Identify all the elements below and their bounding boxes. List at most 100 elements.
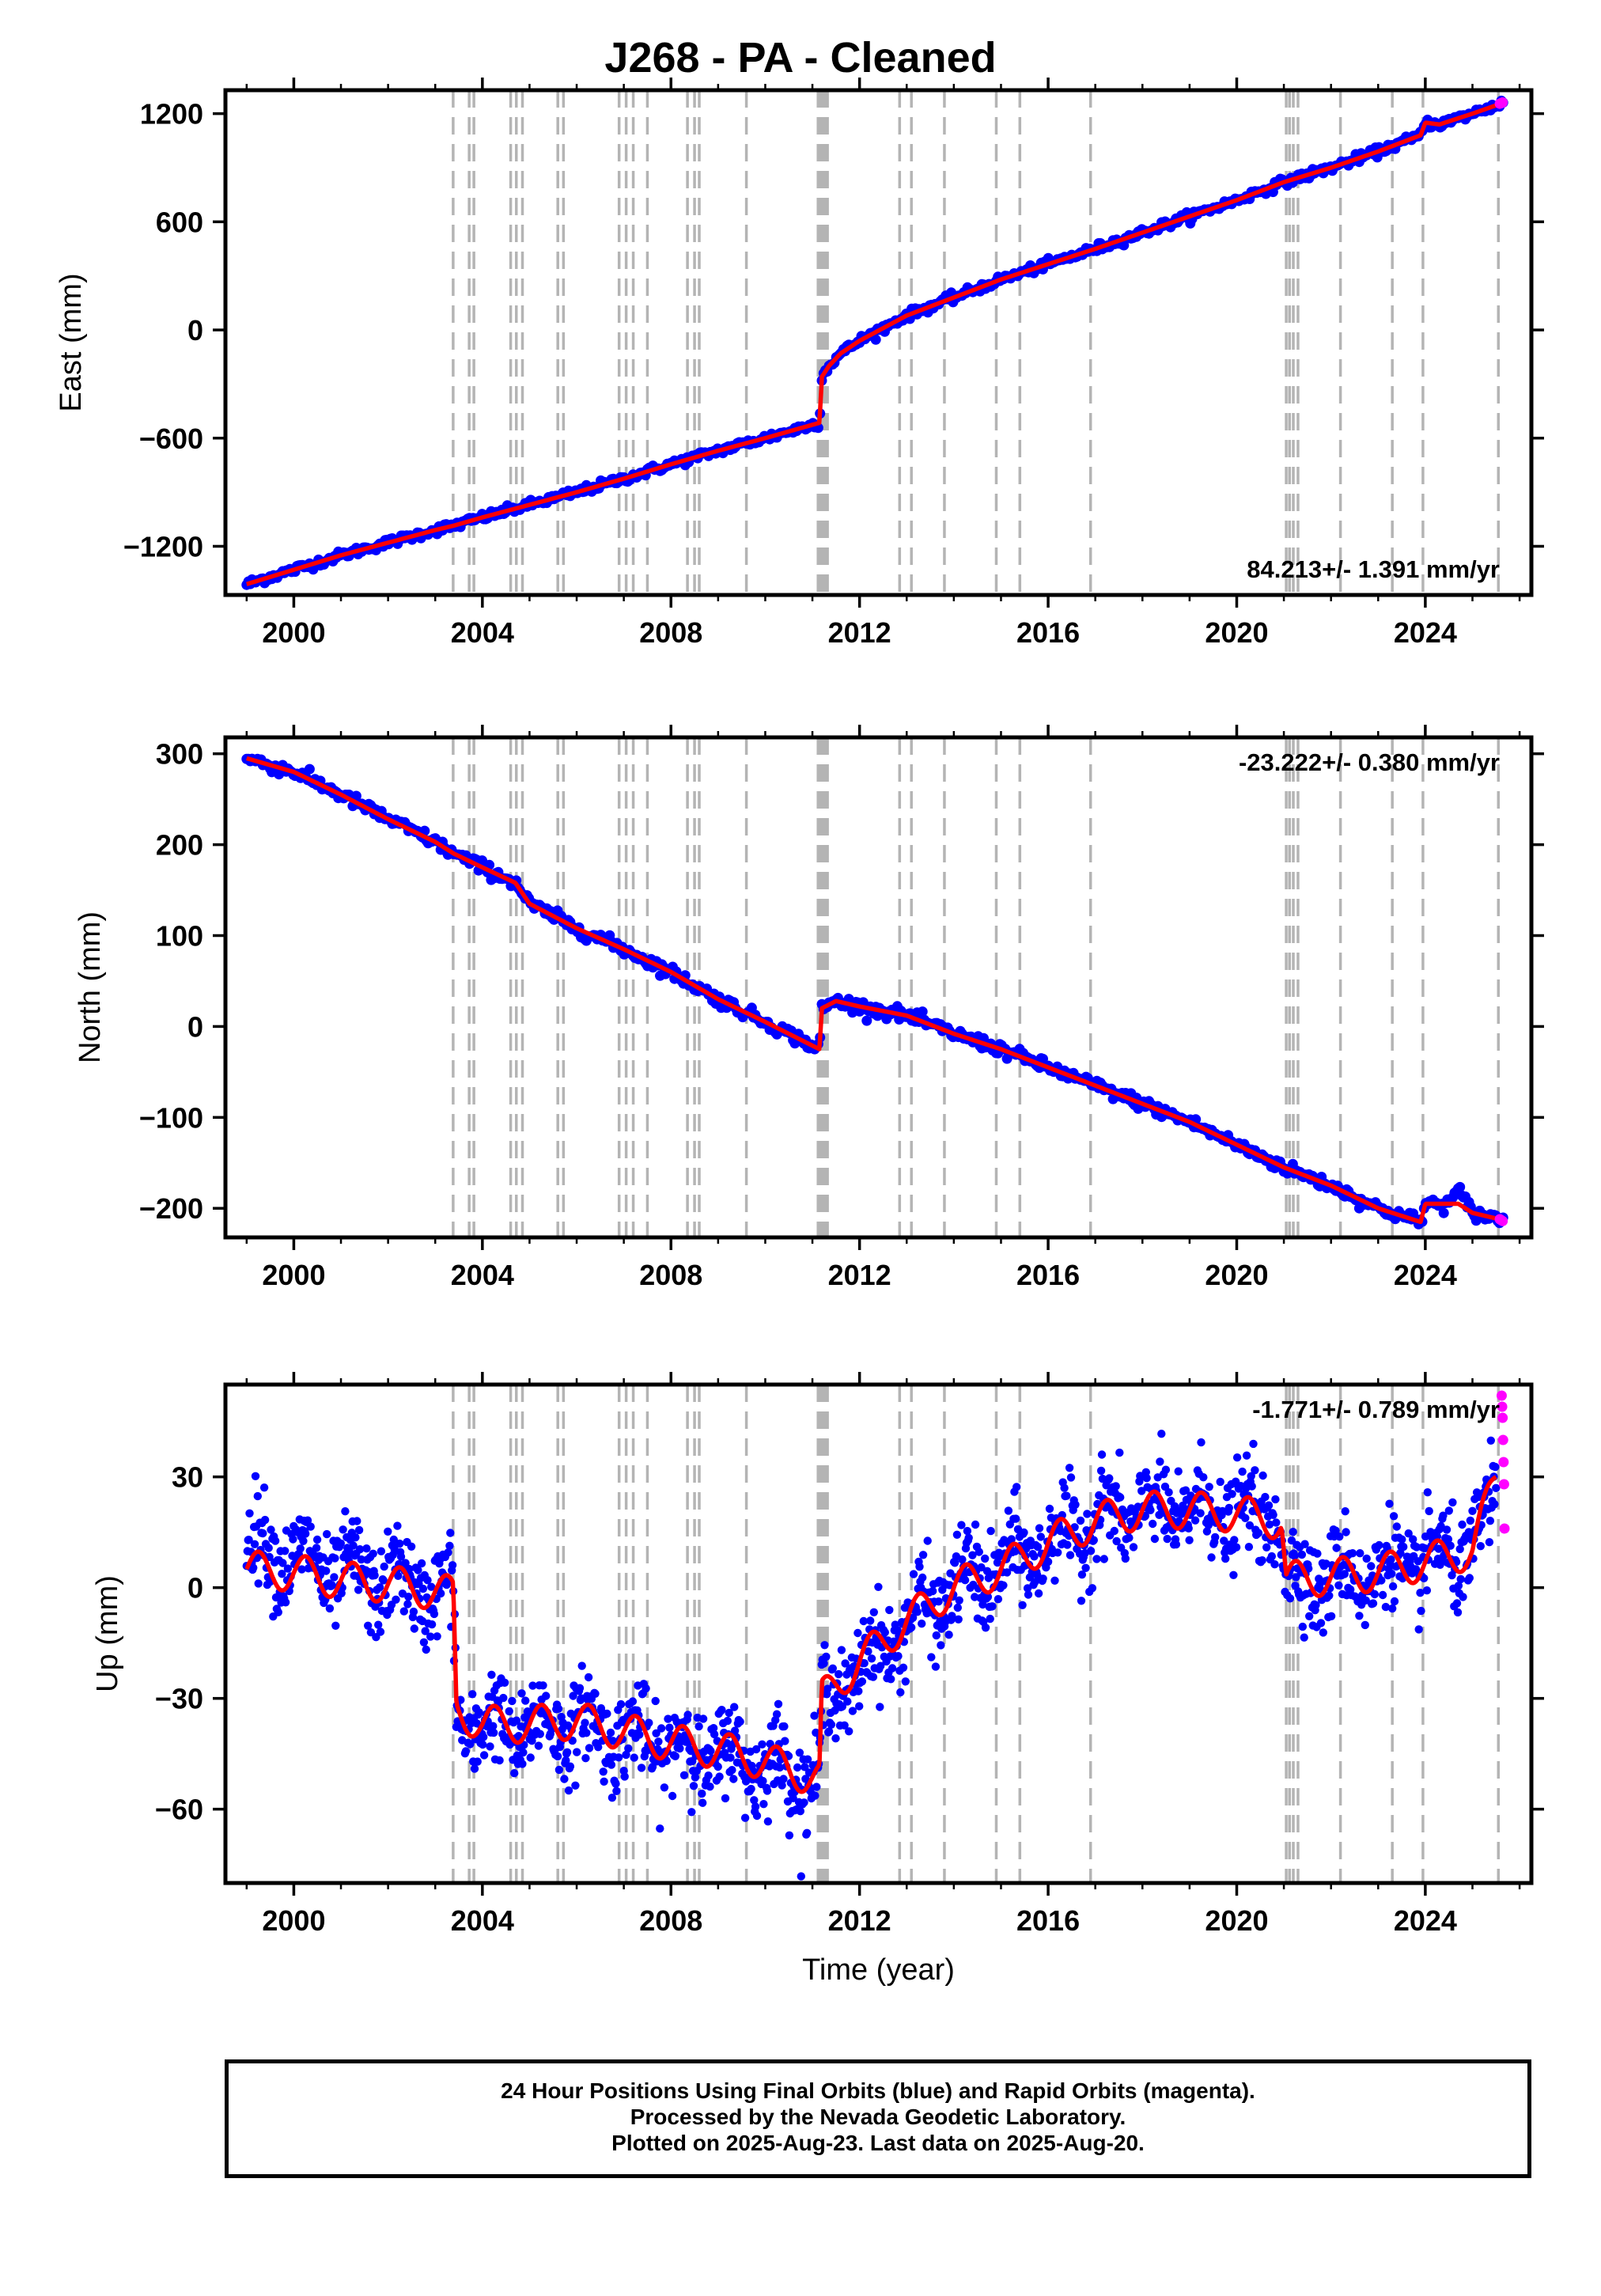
x-tick-label: 2004: [451, 1904, 514, 1937]
data-point: [1241, 1514, 1250, 1523]
x-tick-label: 2004: [451, 1259, 514, 1291]
data-point: [728, 1766, 736, 1775]
data-point: [823, 1684, 832, 1693]
data-point: [526, 1753, 535, 1762]
data-point: [1096, 1466, 1106, 1476]
data-point: [521, 1696, 530, 1705]
data-point: [645, 1718, 653, 1727]
data-point: [1229, 1570, 1238, 1580]
data-point: [1468, 1506, 1477, 1516]
data-point: [654, 1737, 663, 1746]
data-point: [1254, 1529, 1263, 1537]
y-tick-label: 300: [156, 738, 203, 771]
data-point: [479, 1751, 489, 1760]
data-point: [357, 1555, 365, 1564]
data-point: [774, 1699, 783, 1708]
data-point: [1110, 1526, 1119, 1536]
data-point: [717, 1706, 726, 1714]
data-point: [934, 1597, 943, 1606]
data-point: [750, 1796, 759, 1805]
data-point: [1398, 1535, 1406, 1544]
data-point: [250, 1540, 259, 1549]
data-point: [444, 1548, 452, 1557]
rapid-orbit-points: [1494, 1214, 1508, 1226]
data-point: [1272, 1518, 1281, 1527]
data-point: [362, 1544, 371, 1553]
data-point: [519, 1748, 528, 1757]
data-point: [487, 1670, 496, 1679]
data-point: [1313, 1549, 1322, 1558]
data-point: [1271, 1495, 1280, 1504]
data-point: [1305, 1612, 1314, 1620]
data-point: [1368, 1599, 1378, 1608]
data-point: [566, 1762, 575, 1771]
data-point: [1125, 1533, 1134, 1542]
data-point: [986, 1614, 994, 1623]
data-point: [824, 1727, 834, 1736]
data-point: [730, 1726, 740, 1735]
data-point: [1251, 1466, 1259, 1475]
data-point: [971, 1520, 980, 1529]
data-point: [1387, 1555, 1395, 1564]
data-point: [354, 1525, 364, 1535]
data-point: [354, 1586, 363, 1594]
data-point: [726, 1753, 735, 1762]
data-point: [278, 1559, 287, 1567]
data-point: [860, 1659, 869, 1668]
y-tick-label: 0: [187, 1010, 203, 1043]
data-point: [827, 1720, 836, 1729]
data-point: [896, 1688, 905, 1697]
data-point: [913, 1608, 922, 1616]
data-point: [1390, 1597, 1399, 1606]
data-point: [259, 1529, 267, 1538]
data-point: [1036, 1533, 1046, 1541]
data-point: [1319, 1628, 1328, 1637]
data-point: [389, 1535, 398, 1544]
data-point: [1121, 1554, 1130, 1563]
data-point: [1199, 1473, 1208, 1482]
data-point: [1342, 1528, 1350, 1536]
data-point: [628, 1697, 638, 1706]
data-point: [1066, 1473, 1076, 1482]
data-point: [1004, 1506, 1013, 1515]
data-point: [331, 1621, 340, 1630]
data-point: [1392, 1522, 1402, 1531]
data-point: [1378, 1590, 1387, 1600]
data-point: [1164, 1488, 1173, 1497]
data-point: [763, 1817, 773, 1826]
data-point: [876, 1703, 884, 1711]
data-point: [393, 1521, 402, 1530]
model-line: [245, 756, 1504, 1225]
data-point: [510, 1769, 519, 1778]
data-point: [683, 1711, 692, 1719]
x-axis: 2000 2004 2008 2012 2016 2020 2024: [245, 725, 1521, 1291]
data-point: [867, 1654, 876, 1663]
data-point: [932, 1631, 941, 1640]
data-point: [689, 1782, 698, 1790]
x-tick-label: 2020: [1205, 616, 1268, 649]
data-point: [1448, 1498, 1457, 1507]
data-point: [448, 1561, 457, 1570]
data-point: [838, 1702, 847, 1711]
data-point: [500, 1678, 509, 1687]
data-point: [698, 1789, 706, 1798]
data-point: [1285, 1594, 1295, 1603]
data-point: [376, 1627, 385, 1636]
footer-line-2: Processed by the Nevada Geodetic Laborat…: [630, 2105, 1126, 2129]
data-point: [1325, 1591, 1334, 1601]
data-point: [1150, 1534, 1160, 1544]
data-point: [414, 1566, 422, 1574]
data-point: [341, 1507, 350, 1516]
data-point: [283, 1564, 293, 1573]
data-point: [323, 1529, 331, 1539]
y-tick-label: −30: [155, 1683, 203, 1715]
data-point: [253, 1491, 262, 1501]
plot-area: [241, 737, 1508, 1237]
data-point: [1216, 1477, 1224, 1487]
data-point: [736, 1717, 744, 1726]
data-point: [259, 1483, 269, 1492]
data-point: [810, 1711, 819, 1720]
data-point: [730, 1703, 739, 1711]
data-point: [1081, 1563, 1090, 1573]
